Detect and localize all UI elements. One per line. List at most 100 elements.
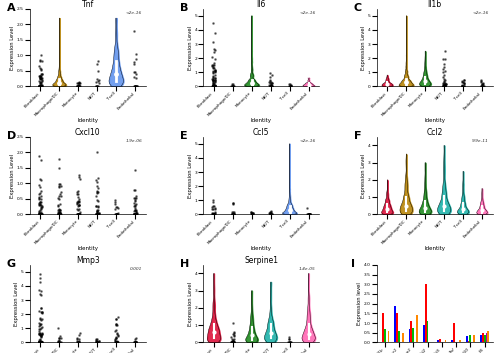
Point: [74, 211, 82, 217]
Point: [75, 79, 83, 85]
Point: [266, 84, 274, 89]
Point: [211, 77, 219, 83]
Bar: [468, 341, 469, 342]
Point: [35, 340, 43, 345]
Point: [94, 84, 102, 89]
Point: [211, 77, 219, 83]
Point: [212, 84, 220, 89]
Point: [56, 211, 64, 217]
Point: [112, 201, 120, 207]
Point: [38, 310, 46, 316]
Point: [130, 339, 138, 345]
Point: [210, 72, 218, 77]
Bar: [482, 333, 484, 342]
Point: [56, 181, 64, 187]
Point: [210, 62, 218, 68]
Point: [93, 340, 101, 345]
Point: [38, 84, 46, 89]
Point: [36, 199, 44, 205]
Point: [286, 208, 294, 213]
Point: [228, 340, 235, 345]
Point: [93, 211, 101, 217]
Point: [38, 211, 46, 217]
Point: [130, 339, 138, 345]
Point: [74, 189, 82, 195]
Point: [74, 203, 82, 208]
Point: [439, 69, 447, 75]
Point: [76, 196, 84, 202]
Point: [210, 211, 218, 217]
Point: [74, 211, 82, 217]
Point: [304, 82, 312, 88]
Point: [209, 68, 217, 74]
Point: [132, 210, 140, 215]
Point: [93, 211, 101, 217]
Point: [285, 83, 293, 89]
Point: [76, 211, 84, 217]
Point: [36, 81, 44, 86]
Point: [92, 84, 100, 89]
Point: [112, 339, 120, 344]
Point: [37, 333, 45, 339]
Point: [76, 80, 84, 86]
Point: [208, 84, 216, 89]
Point: [458, 82, 466, 88]
Bar: [480, 335, 482, 342]
Point: [54, 325, 62, 331]
Point: [92, 79, 100, 84]
Point: [92, 340, 100, 345]
Point: [267, 82, 275, 88]
Point: [37, 77, 45, 82]
Point: [303, 205, 311, 211]
Point: [36, 332, 44, 338]
Point: [36, 84, 44, 89]
Point: [210, 60, 218, 66]
Point: [212, 84, 220, 89]
Point: [230, 333, 237, 338]
Point: [460, 78, 468, 83]
Point: [36, 340, 44, 345]
Point: [228, 340, 235, 345]
X-axis label: Identity: Identity: [251, 118, 272, 123]
Point: [266, 77, 274, 83]
Point: [38, 331, 46, 336]
Point: [55, 184, 63, 190]
Point: [56, 335, 64, 341]
Title: Mmp3: Mmp3: [76, 256, 100, 265]
Point: [94, 211, 102, 217]
Point: [210, 65, 218, 71]
Point: [480, 84, 488, 89]
Point: [56, 210, 64, 216]
Point: [211, 47, 219, 53]
Point: [36, 84, 44, 89]
Point: [94, 339, 102, 345]
Point: [130, 211, 138, 217]
Point: [75, 333, 83, 338]
Point: [132, 339, 140, 345]
Point: [230, 84, 237, 89]
Point: [287, 340, 295, 345]
Point: [37, 340, 45, 345]
Point: [37, 339, 45, 345]
Point: [55, 156, 63, 162]
Point: [131, 202, 139, 208]
Title: Il6: Il6: [256, 0, 266, 9]
Point: [132, 71, 140, 77]
Point: [92, 211, 100, 217]
Text: <2e-16: <2e-16: [300, 11, 316, 15]
Point: [36, 68, 44, 73]
Point: [132, 56, 140, 62]
Point: [130, 211, 138, 217]
Point: [305, 211, 313, 217]
Point: [208, 54, 216, 59]
Point: [112, 211, 120, 217]
Point: [208, 62, 216, 67]
Point: [228, 337, 236, 342]
Point: [421, 79, 429, 84]
Title: Tnf: Tnf: [82, 0, 94, 9]
Point: [268, 210, 276, 215]
Point: [54, 211, 62, 217]
Point: [36, 340, 44, 345]
Point: [460, 80, 468, 86]
Point: [266, 82, 274, 88]
